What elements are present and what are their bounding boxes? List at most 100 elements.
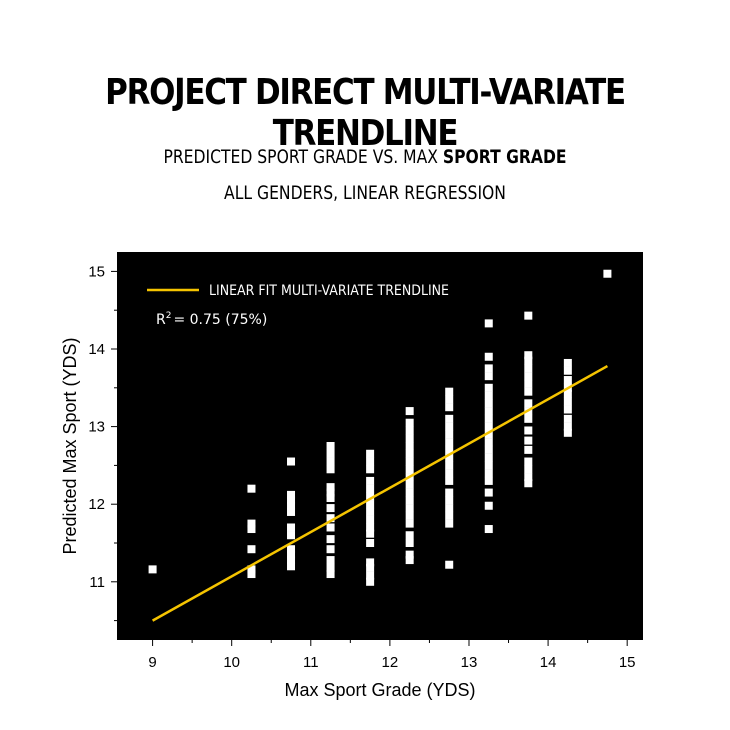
x-tick-label: 15 — [619, 654, 636, 671]
data-point — [287, 457, 296, 466]
data-point — [563, 390, 572, 399]
data-point — [366, 539, 375, 547]
data-point — [484, 319, 493, 328]
data-point — [287, 556, 296, 565]
data-point — [287, 562, 296, 571]
data-point — [445, 461, 454, 470]
data-point — [287, 545, 296, 554]
data-point — [445, 488, 454, 497]
data-point — [148, 565, 157, 574]
data-point — [405, 426, 414, 435]
data-point — [366, 500, 375, 509]
data-point — [326, 504, 335, 513]
data-point — [366, 449, 375, 458]
data-point — [366, 558, 375, 567]
data-point — [287, 496, 296, 505]
y-tick-label: 12 — [88, 496, 105, 513]
data-point — [484, 352, 493, 361]
data-point — [366, 507, 375, 516]
data-point — [326, 465, 335, 474]
data-point — [445, 496, 454, 505]
data-point — [405, 556, 414, 565]
data-point — [445, 430, 454, 439]
data-point — [326, 535, 335, 544]
data-point — [366, 577, 375, 586]
data-point — [326, 488, 335, 497]
data-point — [247, 519, 256, 528]
data-point — [445, 422, 454, 431]
data-point — [247, 565, 256, 574]
data-point — [524, 311, 533, 320]
y-tick-label: 13 — [88, 419, 105, 436]
data-point — [603, 269, 612, 278]
data-point — [405, 488, 414, 497]
data-point — [405, 531, 414, 540]
data-point — [484, 372, 493, 381]
data-point — [247, 570, 256, 579]
data-point — [445, 445, 454, 454]
data-point — [326, 523, 335, 532]
chart-subtitle-2: ALL GENDERS, LINEAR REGRESSION — [224, 182, 506, 204]
data-point — [524, 479, 533, 488]
data-point — [484, 438, 493, 447]
subtitle-1-bold: SPORT GRADE — [442, 146, 567, 168]
data-point — [405, 504, 414, 513]
x-tick-label: 9 — [148, 654, 156, 671]
data-point — [524, 387, 533, 396]
data-point — [405, 442, 414, 450]
data-point — [484, 391, 493, 400]
data-point — [524, 364, 533, 373]
data-point — [563, 358, 572, 367]
data-point — [326, 493, 335, 502]
data-point — [484, 414, 493, 423]
data-point — [484, 430, 493, 439]
data-point — [326, 563, 335, 572]
data-point — [405, 418, 414, 427]
data-point — [524, 473, 533, 482]
linear-fit-line — [151, 364, 609, 622]
data-point — [326, 457, 335, 466]
data-point — [563, 397, 572, 406]
data-point — [484, 383, 493, 392]
r2-prefix: R — [156, 312, 166, 328]
data-point — [524, 351, 533, 360]
data-point — [563, 366, 572, 375]
data-point — [366, 529, 375, 538]
data-point — [484, 453, 493, 462]
data-point — [484, 407, 493, 416]
data-point — [524, 379, 533, 388]
data-point — [405, 511, 414, 520]
data-point — [366, 515, 375, 524]
data-point — [405, 480, 414, 489]
data-point — [484, 364, 493, 373]
data-point — [287, 507, 296, 516]
data-point — [484, 525, 493, 534]
data-point — [405, 457, 414, 466]
data-point — [484, 461, 493, 470]
data-point — [405, 449, 414, 458]
data-point — [247, 525, 256, 534]
data-point — [366, 484, 375, 493]
y-tick-label: 15 — [88, 263, 105, 280]
data-point — [326, 514, 335, 523]
data-point — [405, 539, 414, 547]
data-point — [405, 496, 414, 505]
data-points — [148, 269, 612, 586]
data-point — [366, 465, 375, 474]
data-point — [287, 550, 296, 559]
data-point — [366, 492, 375, 501]
data-point — [563, 414, 572, 423]
x-axis-title: Max Sport Grade (YDS) — [284, 680, 475, 700]
data-point — [563, 422, 572, 431]
data-point — [287, 523, 296, 532]
data-point — [445, 387, 454, 396]
data-point — [326, 570, 335, 579]
data-point — [484, 488, 493, 497]
data-point — [287, 490, 296, 499]
data-point — [366, 523, 375, 532]
data-point — [484, 476, 493, 485]
y-tick-label: 14 — [88, 341, 105, 358]
data-point — [247, 545, 256, 554]
data-point — [326, 545, 335, 554]
